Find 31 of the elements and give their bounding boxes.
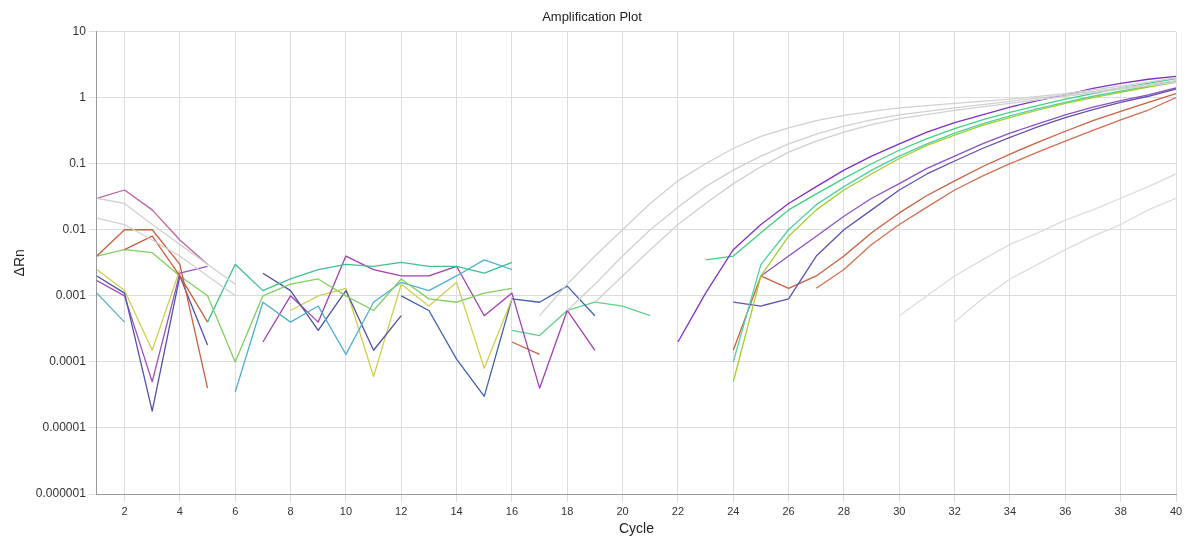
x-tick-label: 34 — [1003, 504, 1017, 517]
x-tick-label: 36 — [1059, 504, 1072, 517]
x-tick-label: 18 — [561, 504, 574, 517]
y-tick-label: 10 — [72, 23, 87, 38]
x-tick-label: 30 — [893, 504, 906, 517]
x-axis-title: Cycle — [618, 520, 655, 537]
x-tick-label: 10 — [339, 504, 353, 517]
x-tick-label: 4 — [176, 504, 183, 517]
y-axis-title: ΔRn — [11, 249, 28, 277]
y-tick-label: 0.00001 — [42, 420, 87, 435]
x-tick-label: 24 — [727, 504, 740, 517]
x-tick-label: 38 — [1114, 504, 1127, 517]
x-tick-label: 6 — [232, 504, 239, 517]
x-tick-label: 14 — [450, 504, 463, 517]
y-tick-label: 0.000001 — [35, 486, 87, 501]
x-tick-label: 40 — [1169, 504, 1183, 517]
chart-title: Amplification Plot — [542, 9, 643, 25]
x-tick-label: 8 — [287, 504, 294, 517]
x-tick-label: 12 — [395, 504, 408, 517]
x-tick-label: 16 — [505, 504, 519, 517]
x-tick-label: 28 — [837, 504, 851, 517]
y-tick-label: 1 — [79, 89, 87, 104]
x-tick-label: 26 — [782, 504, 795, 517]
y-tick-label: 0.001 — [55, 288, 87, 303]
y-tick-label: 0.01 — [62, 222, 87, 237]
x-tick-label: 22 — [671, 504, 685, 517]
x-tick-label: 32 — [948, 504, 961, 517]
x-tick-label: 2 — [121, 504, 128, 517]
y-tick-label: 0.0001 — [49, 354, 87, 369]
y-tick-label: 0.1 — [69, 156, 87, 171]
x-tick-label: 20 — [616, 504, 629, 517]
